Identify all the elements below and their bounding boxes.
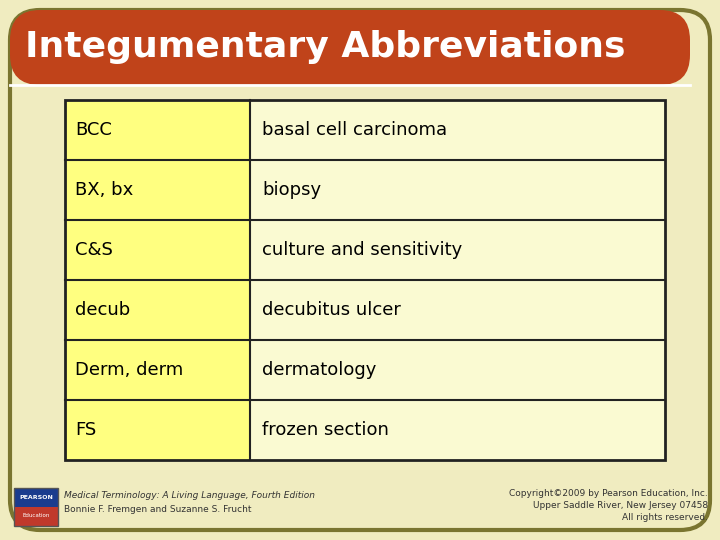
Text: dermatology: dermatology [262, 361, 377, 379]
Text: Medical Terminology: A Living Language, Fourth Edition: Medical Terminology: A Living Language, … [64, 491, 315, 501]
Text: Bonnie F. Fremgen and Suzanne S. Frucht: Bonnie F. Fremgen and Suzanne S. Frucht [64, 505, 251, 515]
Text: frozen section: frozen section [262, 421, 389, 439]
Text: Upper Saddle River, New Jersey 07458: Upper Saddle River, New Jersey 07458 [533, 502, 708, 510]
Bar [250, 220, 665, 280]
Bar [250, 100, 665, 160]
Bar [65, 160, 250, 220]
Bar [14, 488, 58, 507]
Text: decub: decub [75, 301, 130, 319]
Text: basal cell carcinoma: basal cell carcinoma [262, 121, 447, 139]
Bar [65, 280, 250, 340]
Text: BX, bx: BX, bx [75, 181, 133, 199]
Bar [250, 400, 665, 460]
Bar [65, 100, 250, 160]
Text: Copyright©2009 by Pearson Education, Inc.: Copyright©2009 by Pearson Education, Inc… [509, 489, 708, 498]
Text: Derm, derm: Derm, derm [75, 361, 184, 379]
Bar [14, 488, 58, 526]
Text: All rights reserved.: All rights reserved. [622, 514, 708, 523]
Bar [65, 340, 250, 400]
Bar [65, 220, 250, 280]
Bar [250, 340, 665, 400]
Bar [250, 280, 665, 340]
Text: culture and sensitivity: culture and sensitivity [262, 241, 462, 259]
Text: PEARSON: PEARSON [19, 495, 53, 500]
Text: decubitus ulcer: decubitus ulcer [262, 301, 401, 319]
Text: C&S: C&S [75, 241, 113, 259]
Bar [65, 100, 665, 460]
FancyBboxPatch shape [10, 10, 710, 530]
Text: FS: FS [75, 421, 96, 439]
Text: BCC: BCC [75, 121, 112, 139]
Bar [65, 400, 250, 460]
FancyBboxPatch shape [10, 10, 690, 85]
Text: Integumentary Abbreviations: Integumentary Abbreviations [25, 30, 626, 64]
Bar [250, 160, 665, 220]
Text: biopsy: biopsy [262, 181, 321, 199]
Text: Education: Education [22, 513, 50, 518]
Bar [14, 507, 58, 526]
